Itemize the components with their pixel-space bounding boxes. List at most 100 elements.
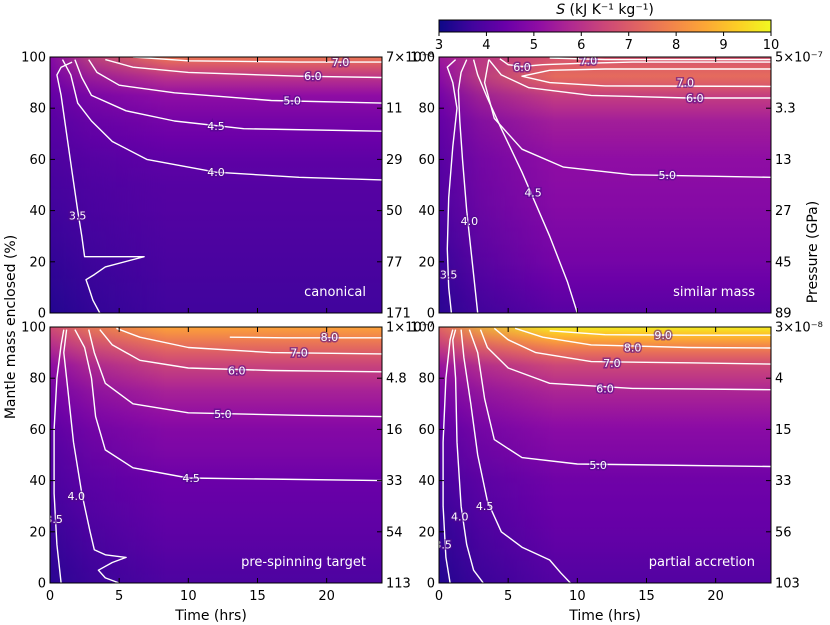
y-tick-label: 80 bbox=[418, 372, 435, 387]
y-tick-label: 0 bbox=[427, 577, 435, 592]
heatmap-field bbox=[439, 327, 771, 583]
contour-4.0 bbox=[61, 59, 382, 181]
x-tick-label: 10 bbox=[569, 589, 586, 604]
contour-label: 7.0 bbox=[580, 54, 598, 67]
y-tick-label: 80 bbox=[29, 102, 46, 117]
contour-8.0 bbox=[229, 336, 382, 339]
contour-label: 3.5 bbox=[434, 539, 452, 552]
colorbar: S (kJ K⁻¹ kg⁻¹) 3 4 5 6 7 8 9 10 bbox=[435, 2, 779, 53]
colorbar-tick-label: 3 bbox=[435, 38, 443, 53]
pressure-tick-label: 16 bbox=[386, 423, 403, 438]
contour-label: 3.5 bbox=[45, 513, 63, 526]
y-tick-label: 80 bbox=[418, 102, 435, 117]
xlabel-right: Time (hrs) bbox=[568, 608, 641, 624]
x-tick-label: 10 bbox=[180, 589, 197, 604]
contour-label: 6.0 bbox=[304, 70, 322, 83]
contour-4.5 bbox=[74, 59, 382, 132]
contour-label: 4.0 bbox=[461, 215, 479, 228]
contour-label: 6.0 bbox=[596, 382, 614, 395]
colorbar-tick-label: 5 bbox=[530, 38, 538, 53]
contour-6.0 bbox=[499, 58, 771, 68]
panel-title: partial accretion bbox=[649, 555, 755, 570]
contour-4.0 bbox=[457, 59, 479, 313]
contour-6.0 bbox=[479, 329, 771, 391]
contour-7.0 bbox=[116, 327, 382, 355]
pressure-tick-label: 56 bbox=[775, 525, 792, 540]
contour-9.0 bbox=[549, 330, 771, 336]
contour-3.5 bbox=[446, 59, 458, 313]
contour-label: 6.0 bbox=[686, 92, 704, 105]
contour-7.0 bbox=[521, 68, 771, 88]
contour-5.0 bbox=[483, 59, 771, 178]
x-tick-label: 0 bbox=[435, 589, 443, 604]
pressure-tick-label: 89 bbox=[775, 307, 792, 322]
x-tick-label: 5 bbox=[115, 589, 123, 604]
panel-title: similar mass bbox=[673, 285, 755, 300]
contour-label: 4.0 bbox=[207, 166, 225, 179]
panel-frame bbox=[438, 56, 772, 314]
panel-frame bbox=[49, 56, 383, 314]
contour-label: 7.0 bbox=[290, 347, 308, 360]
contour-label: 8.0 bbox=[624, 341, 642, 354]
pressure-tick-label: 4.8 bbox=[386, 372, 407, 387]
contour-label: 4.5 bbox=[182, 472, 200, 485]
y-tick-label: 60 bbox=[418, 423, 435, 438]
pressure-tick-label: 50 bbox=[386, 204, 403, 219]
panel-4: 3.5 4.0 4.5 5.0 6.0 7.08.0 9.0 0 5 10 15 20 0 20 40 60 8… bbox=[410, 321, 823, 605]
pressure-tick-label: 15 bbox=[775, 423, 792, 438]
contour-4.0 bbox=[452, 329, 484, 583]
contour-4.5 bbox=[74, 329, 382, 482]
panel-title: canonical bbox=[304, 285, 366, 300]
panel-title: pre-spinning target bbox=[241, 555, 366, 570]
contour-label: 5.0 bbox=[214, 408, 232, 421]
panels: 3.54.04.55.06.07.00204060801001717750291… bbox=[21, 51, 823, 605]
colorbar-tick-label: 10 bbox=[763, 38, 780, 53]
y-tick-label: 20 bbox=[29, 525, 46, 540]
contour-7.0 bbox=[493, 327, 771, 365]
pressure-tick-label: 33 bbox=[386, 474, 403, 489]
pressure-tick-label: 113 bbox=[386, 577, 411, 592]
y-tick-label: 60 bbox=[29, 153, 46, 168]
x-tick-label: 15 bbox=[249, 589, 266, 604]
contour-label: 4.5 bbox=[207, 120, 225, 133]
y-tick-label: 40 bbox=[29, 204, 46, 219]
colorbar-tick-label: 7 bbox=[625, 38, 633, 53]
heatmap-field bbox=[50, 57, 382, 313]
y-tick-label: 80 bbox=[29, 372, 46, 387]
contour-label: 7.0 bbox=[603, 357, 621, 370]
contour-label: 6.0 bbox=[228, 365, 246, 378]
pressure-tick-label: 4 bbox=[775, 372, 783, 387]
y-tick-label: 40 bbox=[418, 204, 435, 219]
panel-3: 3.5 4.0 4.5 5.0 6.0 7.0 8.0 0 5 10 15 20 0 20 40 60 80 10… bbox=[21, 321, 434, 605]
pressure-tick-label: 5×10⁻⁷ bbox=[775, 51, 823, 66]
contour-label: 4.0 bbox=[451, 510, 469, 523]
y-tick-label: 40 bbox=[418, 474, 435, 489]
contour-label: 4.5 bbox=[476, 500, 494, 513]
panel-2: 3.5 4.0 4.5 5.0 6.0 7.0 6.0 7.0 0 20 40 60 80 100 89 45… bbox=[410, 51, 823, 322]
colorbar-tick-label: 6 bbox=[577, 38, 585, 53]
contour-label: 5.0 bbox=[283, 95, 301, 108]
y-tick-label: 20 bbox=[418, 255, 435, 270]
ylabel-left: Mantle mass enclosed (%) bbox=[3, 235, 19, 419]
x-tick-label: 20 bbox=[707, 589, 724, 604]
xlabel-left: Time (hrs) bbox=[174, 608, 247, 624]
contour-label: 4.0 bbox=[68, 490, 86, 503]
y-tick-label: 100 bbox=[410, 321, 435, 336]
contour-4.0 bbox=[63, 329, 127, 583]
pressure-tick-label: 33 bbox=[775, 474, 792, 489]
y-tick-label: 60 bbox=[418, 153, 435, 168]
pressure-tick-label: 13 bbox=[775, 153, 792, 168]
x-tick-label: 5 bbox=[504, 589, 512, 604]
axis-labels: Mantle mass enclosed (%) Pressure (GPa) … bbox=[3, 201, 821, 624]
contour-label: 7.0 bbox=[676, 77, 694, 90]
y-tick-label: 0 bbox=[38, 577, 46, 592]
pressure-tick-label: 54 bbox=[386, 525, 403, 540]
contour-6.0 bbox=[105, 58, 382, 79]
y-tick-label: 100 bbox=[21, 321, 46, 336]
contour-label: 9.0 bbox=[654, 329, 672, 342]
contour-8.0 bbox=[514, 327, 771, 349]
pressure-tick-label: 103 bbox=[775, 577, 800, 592]
pressure-tick-label: 11 bbox=[386, 102, 403, 117]
panel-1: 3.5 4.0 4.5 5.06.0 7.0 0 20 40 60 80 100 171 77 50 29 1… bbox=[21, 51, 434, 322]
